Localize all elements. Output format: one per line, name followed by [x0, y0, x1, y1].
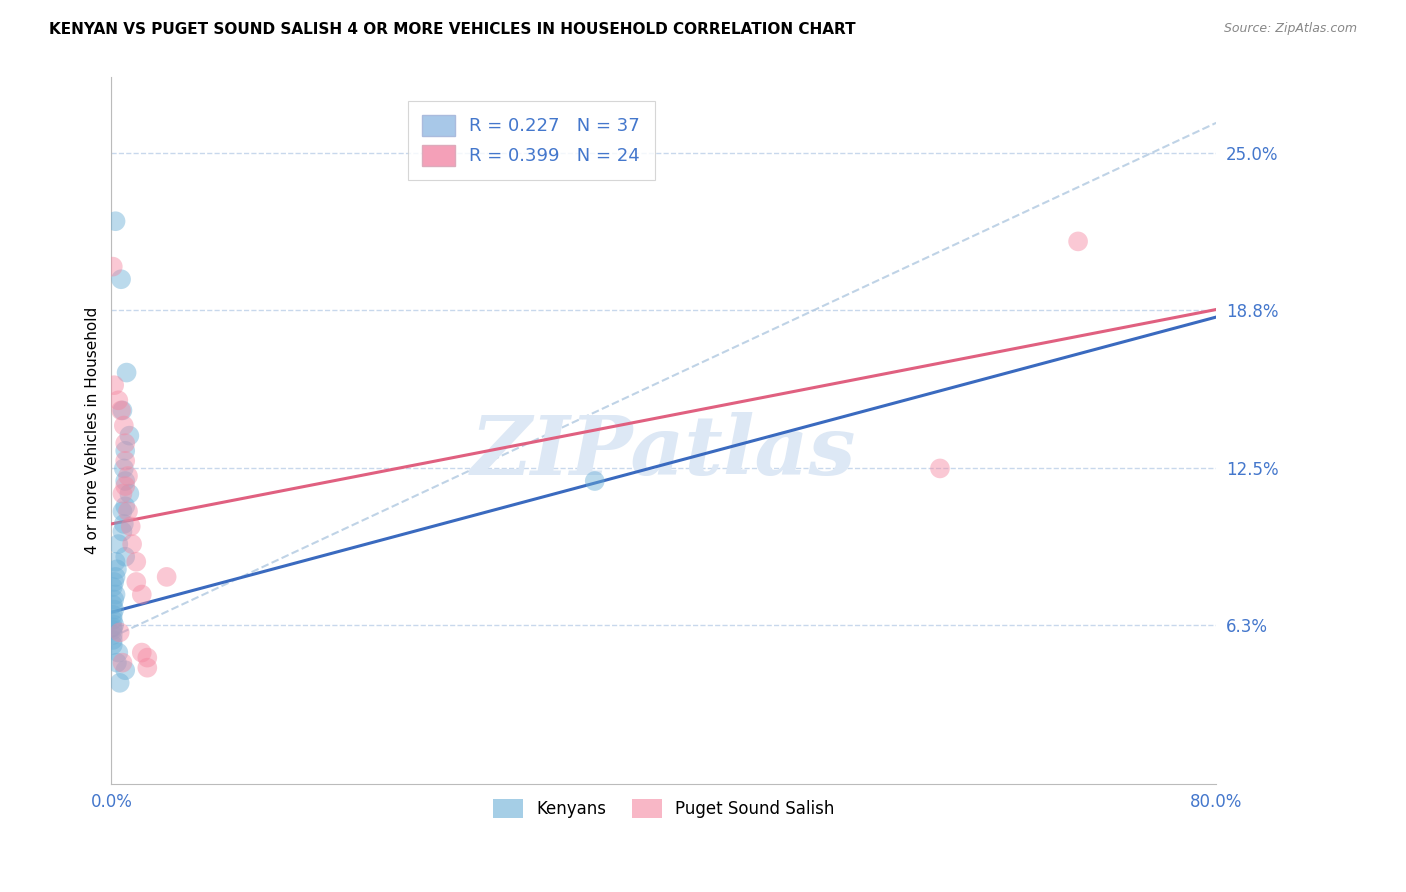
Point: [114, 436, 136, 450]
Point: [131, 646, 153, 660]
Point: [101, 620, 124, 634]
Point: [110, 272, 132, 286]
Point: [101, 628, 124, 642]
Point: [104, 570, 127, 584]
Point: [118, 486, 141, 500]
Point: [101, 632, 124, 647]
Point: [114, 474, 136, 488]
Point: [104, 555, 127, 569]
Point: [101, 580, 124, 594]
Point: [103, 378, 125, 392]
Point: [108, 676, 131, 690]
Point: [583, 474, 606, 488]
Y-axis label: 4 or more Vehicles in Household: 4 or more Vehicles in Household: [86, 307, 100, 554]
Point: [156, 570, 179, 584]
Point: [118, 428, 141, 442]
Point: [111, 486, 134, 500]
Point: [111, 524, 134, 539]
Point: [136, 661, 159, 675]
Point: [101, 607, 124, 622]
Point: [120, 519, 142, 533]
Point: [105, 656, 128, 670]
Point: [114, 454, 136, 468]
Point: [112, 516, 135, 531]
Point: [107, 537, 129, 551]
Point: [117, 469, 139, 483]
Text: ZIPatlas: ZIPatlas: [471, 412, 856, 491]
Point: [112, 418, 135, 433]
Point: [929, 461, 952, 475]
Point: [108, 625, 131, 640]
Point: [114, 500, 136, 514]
Point: [105, 562, 128, 576]
Point: [114, 549, 136, 564]
Point: [136, 650, 159, 665]
Point: [101, 638, 124, 652]
Point: [114, 479, 136, 493]
Point: [125, 574, 148, 589]
Point: [103, 603, 125, 617]
Point: [114, 663, 136, 677]
Point: [107, 393, 129, 408]
Point: [103, 617, 125, 632]
Legend: Kenyans, Puget Sound Salish: Kenyans, Puget Sound Salish: [486, 792, 841, 825]
Point: [115, 366, 138, 380]
Point: [111, 403, 134, 417]
Point: [101, 613, 124, 627]
Point: [104, 588, 127, 602]
Point: [117, 504, 139, 518]
Point: [101, 260, 124, 274]
Point: [121, 537, 143, 551]
Point: [111, 656, 134, 670]
Point: [103, 574, 125, 589]
Point: [114, 443, 136, 458]
Point: [103, 592, 125, 607]
Point: [104, 214, 127, 228]
Point: [112, 461, 135, 475]
Text: KENYAN VS PUGET SOUND SALISH 4 OR MORE VEHICLES IN HOUSEHOLD CORRELATION CHART: KENYAN VS PUGET SOUND SALISH 4 OR MORE V…: [49, 22, 856, 37]
Point: [101, 623, 124, 637]
Point: [131, 588, 153, 602]
Point: [110, 403, 132, 417]
Point: [107, 646, 129, 660]
Text: Source: ZipAtlas.com: Source: ZipAtlas.com: [1223, 22, 1357, 36]
Point: [101, 598, 124, 612]
Point: [125, 555, 148, 569]
Point: [1067, 235, 1090, 249]
Point: [111, 504, 134, 518]
